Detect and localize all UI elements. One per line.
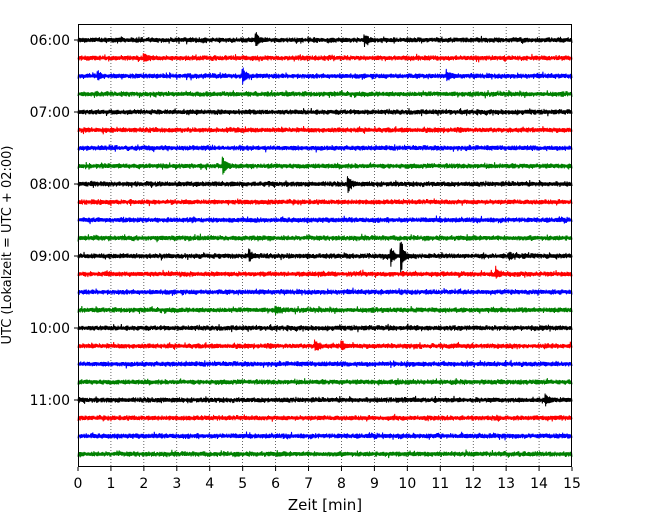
y-tick-label-0700: 07:00 <box>30 105 70 121</box>
x-tick-label-3: 3 <box>172 476 181 492</box>
x-tick-label-9: 9 <box>370 476 379 492</box>
x-tick-label-0: 0 <box>74 476 83 492</box>
trace-row-16 <box>77 323 573 333</box>
trace-row-8 <box>77 176 573 194</box>
trace-row-21 <box>77 413 573 422</box>
y-axis-ticks: 06:00 07:00 08:00 09:00 10:00 11:00 <box>30 33 78 409</box>
x-axis-label: Zeit [min] <box>288 496 362 514</box>
trace-row-18 <box>77 359 573 369</box>
x-tick-label-8: 8 <box>337 476 346 492</box>
trace-row-15 <box>77 305 573 315</box>
plot-frame <box>78 24 572 467</box>
trace-row-14 <box>77 287 573 296</box>
x-tick-label-1: 1 <box>106 476 115 492</box>
trace-row-7 <box>77 156 573 175</box>
trace-row-9 <box>77 198 573 207</box>
y-tick-label-0900: 09:00 <box>30 249 70 265</box>
trace-row-17 <box>77 339 573 351</box>
trace-row-3 <box>77 89 573 99</box>
trace-row-0 <box>77 32 573 47</box>
trace-row-1 <box>77 53 573 63</box>
x-axis-ticks: 0 1 2 3 4 5 6 7 8 9 10 11 12 13 14 15 <box>74 467 581 492</box>
trace-row-13 <box>77 265 573 279</box>
x-tick-label-12: 12 <box>464 476 482 492</box>
x-tick-label-15: 15 <box>563 476 581 492</box>
x-tick-label-10: 10 <box>398 476 416 492</box>
x-tick-label-2: 2 <box>139 476 148 492</box>
trace-row-5 <box>77 125 573 135</box>
trace-row-10 <box>77 215 573 225</box>
x-tick-label-6: 6 <box>271 476 280 492</box>
trace-row-11 <box>77 233 573 243</box>
x-tick-label-5: 5 <box>238 476 247 492</box>
x-tick-label-11: 11 <box>431 476 449 492</box>
y-axis-label: UTC (Lokalzeit = UTC + 02:00) <box>0 146 15 345</box>
x-tick-label-13: 13 <box>497 476 515 492</box>
trace-row-19 <box>77 378 573 386</box>
y-tick-label-1100: 11:00 <box>30 393 70 409</box>
trace-row-12 <box>77 241 573 274</box>
trace-row-2 <box>77 67 573 85</box>
trace-row-6 <box>77 144 573 153</box>
trace-row-4 <box>77 107 573 117</box>
grid-lines <box>110 24 540 467</box>
x-tick-label-7: 7 <box>304 476 313 492</box>
x-tick-label-14: 14 <box>530 476 548 492</box>
trace-row-20 <box>77 393 573 407</box>
y-tick-label-0600: 06:00 <box>30 33 70 49</box>
trace-row-22 <box>77 431 573 441</box>
y-tick-label-0800: 08:00 <box>30 177 70 193</box>
seismic-traces <box>77 32 573 459</box>
trace-row-23 <box>77 449 573 459</box>
y-tick-label-1000: 10:00 <box>30 321 70 337</box>
x-tick-label-4: 4 <box>205 476 214 492</box>
